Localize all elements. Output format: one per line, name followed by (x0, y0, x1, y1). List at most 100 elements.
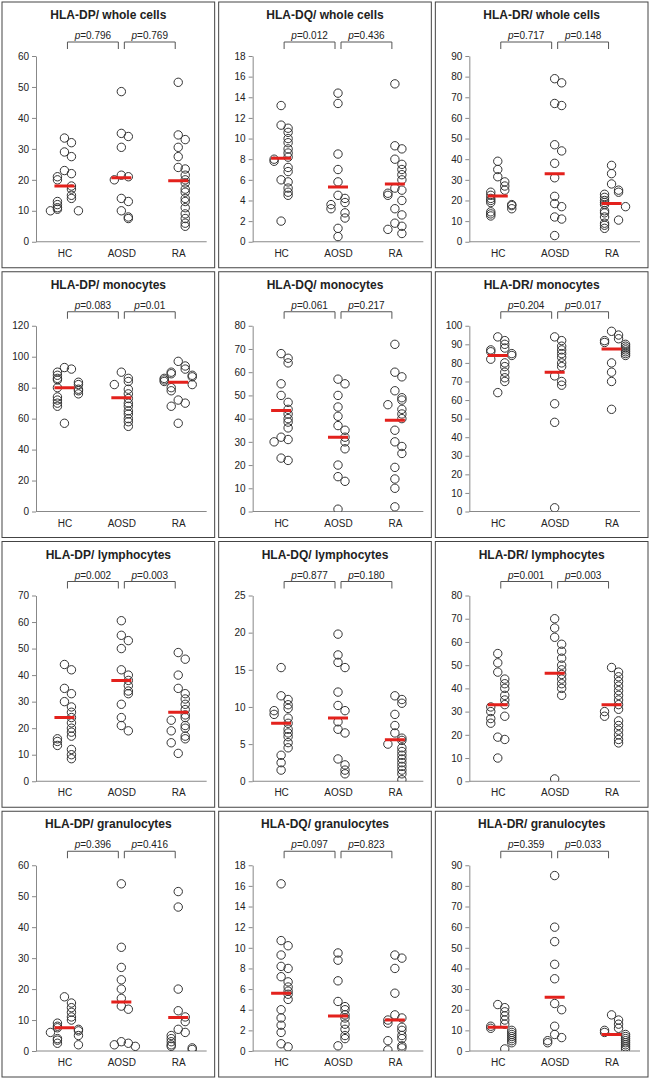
point (341, 214, 349, 222)
mean-bar (385, 182, 405, 185)
y-tick-mark (249, 442, 253, 443)
point (67, 689, 75, 697)
y-axis: 020406080100120 (12, 320, 36, 517)
x-axis-line (36, 781, 207, 782)
title: HLA-DQ/ granulocytes (261, 817, 389, 831)
x-tick: RA (172, 242, 186, 259)
point (607, 368, 615, 376)
y-tick-label: 80 (451, 358, 463, 369)
y-tick-label: 20 (451, 195, 463, 206)
point (607, 377, 615, 385)
point (124, 689, 132, 697)
bracket (558, 42, 609, 49)
x-tick: RA (172, 1051, 186, 1068)
y-tick: 20 (451, 730, 469, 741)
mean-bar (488, 194, 508, 197)
p-value: p=0.823 (347, 839, 385, 850)
y-tick-mark (32, 512, 36, 513)
y-tick: 10 (235, 702, 253, 713)
y-tick-mark (249, 200, 253, 201)
point (600, 338, 608, 346)
y-tick-mark (32, 755, 36, 756)
y-tick-mark (32, 388, 36, 389)
point (53, 176, 61, 184)
p-text: =0.001 (514, 570, 545, 581)
y-tick: 60 (235, 367, 253, 378)
y-tick: 50 (451, 133, 469, 144)
y-tick: 60 (451, 113, 469, 124)
point (67, 169, 75, 177)
point (174, 887, 182, 895)
y-tick-label: 60 (18, 617, 30, 628)
point (341, 198, 349, 206)
y-tick: 20 (18, 475, 36, 486)
y-tick-mark (249, 886, 253, 887)
point (550, 418, 558, 426)
y-tick-mark (465, 221, 469, 222)
y-tick: 0 (240, 776, 253, 787)
point (501, 377, 509, 385)
y-tick-label: 40 (18, 444, 30, 455)
point (277, 391, 285, 399)
bracket (67, 312, 118, 319)
point (117, 207, 125, 215)
y-tick-label: 20 (18, 984, 30, 995)
y-axis: 0510152025 (235, 590, 254, 787)
p-value: p=0.416 (131, 839, 169, 850)
y-tick-label: 50 (18, 82, 30, 93)
point (334, 165, 342, 173)
p-text: =0.097 (297, 839, 328, 850)
y-tick: 30 (18, 696, 36, 707)
y-tick-label: 18 (235, 860, 247, 871)
x-tick-label: RA (605, 248, 619, 259)
y-tick: 50 (451, 660, 469, 671)
y-tick-label: 40 (18, 670, 30, 681)
y-tick: 30 (451, 450, 469, 461)
y-tick: 80 (18, 382, 36, 393)
point (550, 159, 558, 167)
bracket (558, 582, 609, 589)
y-tick-mark (249, 989, 253, 990)
y-tick-label: 40 (451, 683, 463, 694)
y-tick-label: 30 (451, 450, 463, 461)
mean-bar (271, 992, 291, 995)
p-text: =0.002 (80, 570, 111, 581)
y-tick-mark (249, 97, 253, 98)
title: HLA-DQ/ lymphocytes (262, 548, 389, 562)
point (487, 212, 495, 220)
panel: HLA-DR/ lymphocytes01020304050607080HCAO… (435, 542, 648, 808)
y-tick-mark (249, 707, 253, 708)
y-tick: 50 (235, 390, 253, 401)
y-tick-mark (465, 989, 469, 990)
x-tick: RA (605, 242, 619, 259)
y-tick-mark (32, 702, 36, 703)
y-tick: 60 (18, 51, 36, 62)
point (334, 150, 342, 158)
y-tick: 40 (18, 444, 36, 455)
point (284, 1043, 292, 1051)
point (398, 699, 406, 707)
x-tick: HC (274, 512, 288, 529)
x-tick: HC (491, 512, 505, 529)
y-tick: 10 (18, 205, 36, 216)
point (487, 346, 495, 354)
panel-frame (2, 811, 215, 1077)
bracket (284, 312, 335, 319)
y-tick-mark (249, 1030, 253, 1031)
bracket (341, 582, 392, 589)
p-value: p=0.436 (347, 30, 385, 41)
point (110, 1041, 118, 1049)
y-tick-label: 80 (235, 320, 247, 331)
point (550, 975, 558, 983)
point (384, 189, 392, 197)
y-tick-mark (465, 927, 469, 928)
y-tick: 40 (18, 113, 36, 124)
y-tick: 70 (235, 344, 253, 355)
mean-bar (111, 396, 131, 399)
point (341, 663, 349, 671)
y-tick: 4 (240, 195, 253, 206)
y-tick-mark (465, 381, 469, 382)
x-tick-label: RA (172, 787, 186, 798)
point (167, 716, 175, 724)
y-axis-line (469, 326, 470, 512)
